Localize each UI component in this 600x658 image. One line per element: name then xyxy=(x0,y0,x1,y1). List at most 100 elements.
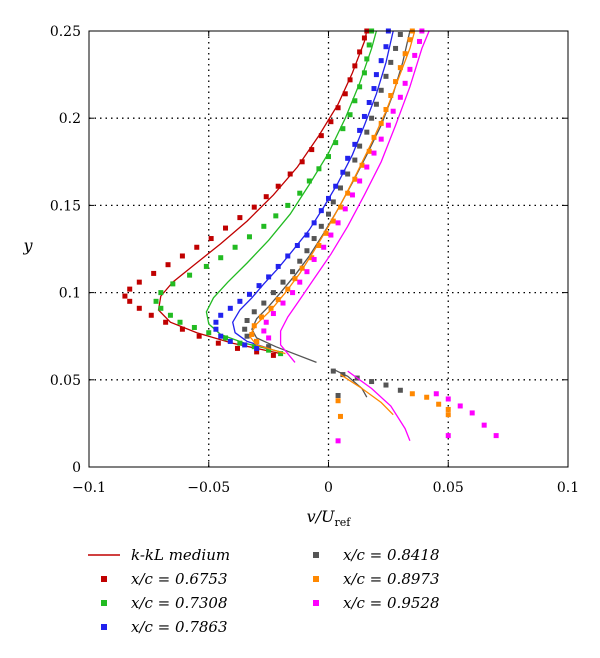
data-point xyxy=(402,51,408,57)
data-point xyxy=(177,319,183,325)
data-point xyxy=(273,213,279,219)
data-point xyxy=(292,276,298,282)
data-point xyxy=(383,44,389,50)
data-point xyxy=(266,274,272,280)
data-point xyxy=(297,258,303,264)
data-point xyxy=(290,269,296,275)
data-point xyxy=(304,232,310,238)
data-point xyxy=(321,244,327,250)
series-1 xyxy=(122,28,370,358)
data-point xyxy=(227,338,233,344)
data-point xyxy=(328,232,334,238)
legend: k-kL medium x/c = 0.6753 x/c = 0.7308 x/c =… xyxy=(88,546,440,636)
data-point xyxy=(369,115,375,121)
data-point xyxy=(242,326,248,332)
legend-item: x/c = 0.7863 xyxy=(101,618,228,636)
data-point xyxy=(299,265,305,271)
data-point xyxy=(266,347,272,353)
data-point xyxy=(280,300,286,306)
data-point xyxy=(285,253,291,259)
y-tick-label: 0.05 xyxy=(50,373,81,389)
data-point xyxy=(361,70,367,76)
data-point xyxy=(316,243,322,249)
data-point xyxy=(136,305,142,311)
data-point xyxy=(311,236,317,242)
data-point xyxy=(268,305,274,311)
data-point xyxy=(326,154,331,160)
y-tick-label: 0.25 xyxy=(50,24,81,40)
data-point xyxy=(275,297,281,303)
legend-marker-swatch xyxy=(101,624,107,630)
data-point xyxy=(330,218,336,224)
data-point xyxy=(342,206,348,212)
data-point xyxy=(127,286,133,292)
series-5 xyxy=(248,28,451,419)
legend-label: x/c = 0.9528 xyxy=(343,594,440,612)
data-point xyxy=(234,345,240,351)
grid-lines xyxy=(89,31,568,467)
data-point xyxy=(148,312,154,318)
data-point xyxy=(311,256,317,262)
legend-marker-swatch xyxy=(313,576,319,582)
data-point xyxy=(361,35,367,41)
data-point xyxy=(244,333,250,339)
x-tick-label: 0 xyxy=(324,480,333,496)
legend-label: x/c = 0.8418 xyxy=(343,546,440,564)
data-point xyxy=(383,382,389,388)
data-point xyxy=(179,253,185,259)
data-point xyxy=(280,279,286,285)
data-point xyxy=(337,413,343,419)
data-point xyxy=(278,351,284,357)
data-point xyxy=(409,391,415,397)
legend-item: k-kL medium xyxy=(88,546,230,564)
data-point xyxy=(318,223,324,229)
data-point xyxy=(318,208,324,214)
data-point xyxy=(297,190,303,196)
data-point xyxy=(335,438,341,444)
data-point xyxy=(335,398,341,404)
data-point xyxy=(359,162,365,168)
data-point xyxy=(397,31,403,37)
data-point xyxy=(323,230,329,236)
data-point xyxy=(347,112,353,118)
y-tick-label: 0.15 xyxy=(50,198,81,214)
data-point xyxy=(311,220,317,226)
data-point xyxy=(357,84,363,90)
data-point xyxy=(218,333,224,339)
data-point xyxy=(402,80,408,86)
data-point xyxy=(352,157,358,163)
data-point xyxy=(347,77,353,83)
data-point xyxy=(179,326,185,332)
data-point xyxy=(357,49,363,55)
data-point xyxy=(266,344,272,350)
x-tick-label: 0.1 xyxy=(557,480,579,496)
data-point xyxy=(352,63,358,69)
data-point xyxy=(330,368,336,374)
x-tick-label: −0.1 xyxy=(72,480,106,496)
legend-label: x/c = 0.7308 xyxy=(131,594,228,612)
data-point xyxy=(203,263,209,269)
data-point xyxy=(136,279,142,285)
data-point xyxy=(371,134,377,140)
data-point xyxy=(251,204,257,210)
series-curve xyxy=(232,30,394,350)
data-point xyxy=(335,220,341,226)
data-point xyxy=(232,244,238,250)
legend-marker-swatch xyxy=(101,600,107,606)
data-point xyxy=(218,255,224,261)
data-point xyxy=(213,319,219,325)
data-point xyxy=(318,133,324,139)
data-point xyxy=(328,119,334,125)
y-tick-label: 0 xyxy=(72,460,81,476)
data-point xyxy=(364,164,370,170)
data-point xyxy=(340,372,346,378)
data-point xyxy=(393,79,399,85)
plot-series xyxy=(122,28,499,444)
data-point xyxy=(223,225,229,231)
data-point xyxy=(371,150,377,156)
data-point xyxy=(208,236,214,242)
data-point xyxy=(445,433,451,439)
data-point xyxy=(304,269,310,275)
data-point xyxy=(337,185,343,191)
